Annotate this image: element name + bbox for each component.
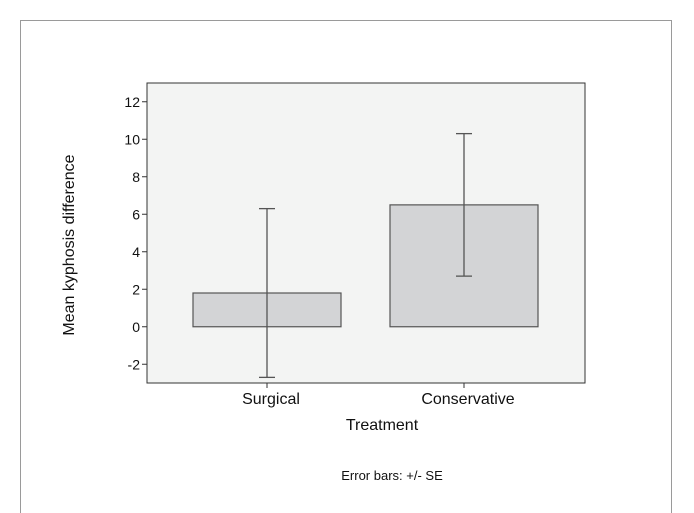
y-tick-label: -2	[128, 356, 141, 372]
error-bar-note: Error bars: +/- SE	[341, 468, 443, 483]
y-tick-label: 0	[132, 319, 140, 335]
figure-frame	[20, 20, 672, 513]
y-tick-label: 12	[124, 94, 140, 110]
y-axis-title: Mean kyphosis difference	[61, 154, 78, 335]
x-tick-label-conservative: Conservative	[421, 391, 514, 408]
y-tick-label: 10	[124, 131, 140, 147]
x-axis-title: Treatment	[346, 417, 419, 434]
y-tick-label: 8	[132, 169, 140, 185]
error-bar-conservative	[456, 132, 472, 277]
y-axis: 12 10 8 6 4 2 0 -2	[124, 94, 147, 372]
y-tick-label: 6	[132, 206, 140, 222]
error-bars	[259, 132, 472, 379]
x-axis: Surgical Conservative	[242, 383, 515, 408]
x-tick-label-surgical: Surgical	[242, 391, 300, 408]
error-bar-surgical	[259, 207, 275, 379]
y-tick-label: 2	[132, 281, 140, 297]
y-tick-label: 4	[132, 244, 140, 260]
